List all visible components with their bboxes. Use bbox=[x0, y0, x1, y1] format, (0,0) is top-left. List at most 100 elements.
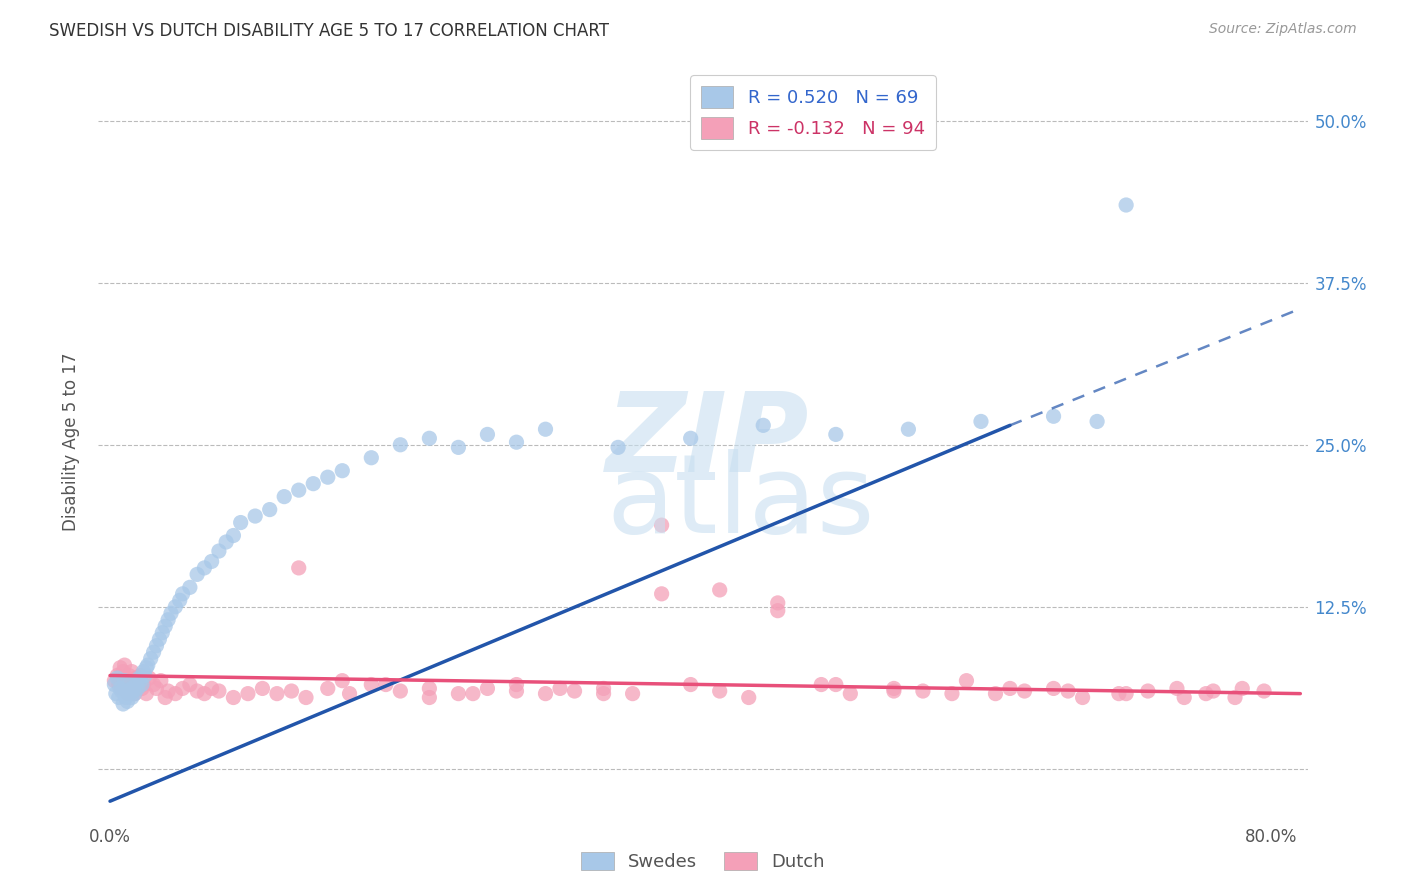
Point bbox=[121, 690, 143, 705]
Point bbox=[477, 427, 499, 442]
Point bbox=[1115, 687, 1137, 701]
Point bbox=[136, 658, 159, 673]
Point bbox=[111, 681, 134, 696]
Point bbox=[360, 450, 382, 465]
Point bbox=[186, 684, 208, 698]
Point bbox=[236, 687, 259, 701]
Point bbox=[179, 580, 201, 594]
Point bbox=[330, 464, 353, 478]
Point bbox=[245, 509, 267, 524]
Point bbox=[418, 690, 440, 705]
Point bbox=[1232, 681, 1254, 696]
Point bbox=[112, 665, 135, 679]
Point bbox=[120, 673, 142, 688]
Point bbox=[897, 422, 920, 436]
Point bbox=[651, 518, 673, 533]
Point bbox=[105, 668, 128, 682]
Point bbox=[651, 587, 673, 601]
Point bbox=[505, 435, 527, 450]
Point bbox=[505, 677, 527, 691]
Point bbox=[118, 668, 141, 682]
Point bbox=[150, 625, 173, 640]
Point bbox=[157, 613, 180, 627]
Point bbox=[1085, 414, 1108, 428]
Point bbox=[564, 684, 586, 698]
Point bbox=[1042, 681, 1064, 696]
Point bbox=[172, 587, 194, 601]
Point bbox=[131, 677, 153, 691]
Point bbox=[252, 681, 274, 696]
Point bbox=[709, 582, 731, 597]
Point bbox=[145, 639, 167, 653]
Point bbox=[160, 607, 183, 621]
Point bbox=[447, 687, 470, 701]
Point bbox=[316, 681, 339, 696]
Point bbox=[128, 671, 150, 685]
Point bbox=[752, 418, 775, 433]
Point bbox=[280, 684, 302, 698]
Point bbox=[360, 677, 382, 691]
Point bbox=[135, 687, 157, 701]
Point bbox=[117, 687, 139, 701]
Point bbox=[148, 632, 170, 647]
Point bbox=[1166, 681, 1188, 696]
Point bbox=[592, 681, 614, 696]
Point bbox=[679, 431, 702, 445]
Point bbox=[138, 671, 160, 685]
Point bbox=[738, 690, 761, 705]
Point bbox=[103, 677, 125, 691]
Point bbox=[461, 687, 484, 701]
Point bbox=[139, 651, 162, 665]
Point bbox=[287, 483, 309, 497]
Point bbox=[124, 687, 146, 701]
Point bbox=[208, 544, 231, 558]
Point bbox=[374, 677, 396, 691]
Point bbox=[1173, 690, 1195, 705]
Point bbox=[418, 681, 440, 696]
Point bbox=[145, 681, 167, 696]
Point bbox=[839, 687, 862, 701]
Point bbox=[125, 677, 148, 691]
Point bbox=[118, 684, 141, 698]
Point bbox=[548, 681, 571, 696]
Point bbox=[229, 516, 252, 530]
Point bbox=[153, 619, 176, 633]
Point bbox=[679, 677, 702, 691]
Point bbox=[330, 673, 353, 688]
Point bbox=[1115, 198, 1137, 212]
Point bbox=[172, 681, 194, 696]
Legend: Swedes, Dutch: Swedes, Dutch bbox=[574, 845, 832, 879]
Point bbox=[165, 687, 187, 701]
Point bbox=[118, 677, 141, 691]
Point bbox=[1195, 687, 1218, 701]
Point bbox=[124, 687, 146, 701]
Point bbox=[505, 684, 527, 698]
Point bbox=[534, 422, 557, 436]
Point bbox=[129, 673, 152, 688]
Point bbox=[103, 673, 125, 688]
Point bbox=[1223, 690, 1246, 705]
Point bbox=[621, 687, 644, 701]
Point bbox=[998, 681, 1021, 696]
Point bbox=[129, 668, 152, 682]
Point bbox=[115, 690, 138, 705]
Point bbox=[114, 671, 136, 685]
Point bbox=[117, 694, 139, 708]
Point bbox=[153, 690, 176, 705]
Point bbox=[447, 441, 470, 455]
Point bbox=[389, 438, 412, 452]
Point bbox=[149, 673, 172, 688]
Point bbox=[709, 684, 731, 698]
Point bbox=[389, 684, 412, 698]
Point bbox=[477, 681, 499, 696]
Point bbox=[132, 677, 155, 691]
Point bbox=[1253, 684, 1275, 698]
Point bbox=[534, 687, 557, 701]
Point bbox=[1014, 684, 1036, 698]
Point bbox=[222, 690, 245, 705]
Point bbox=[1042, 409, 1064, 424]
Point bbox=[215, 535, 238, 549]
Point bbox=[883, 684, 905, 698]
Point bbox=[107, 690, 129, 705]
Point bbox=[955, 673, 977, 688]
